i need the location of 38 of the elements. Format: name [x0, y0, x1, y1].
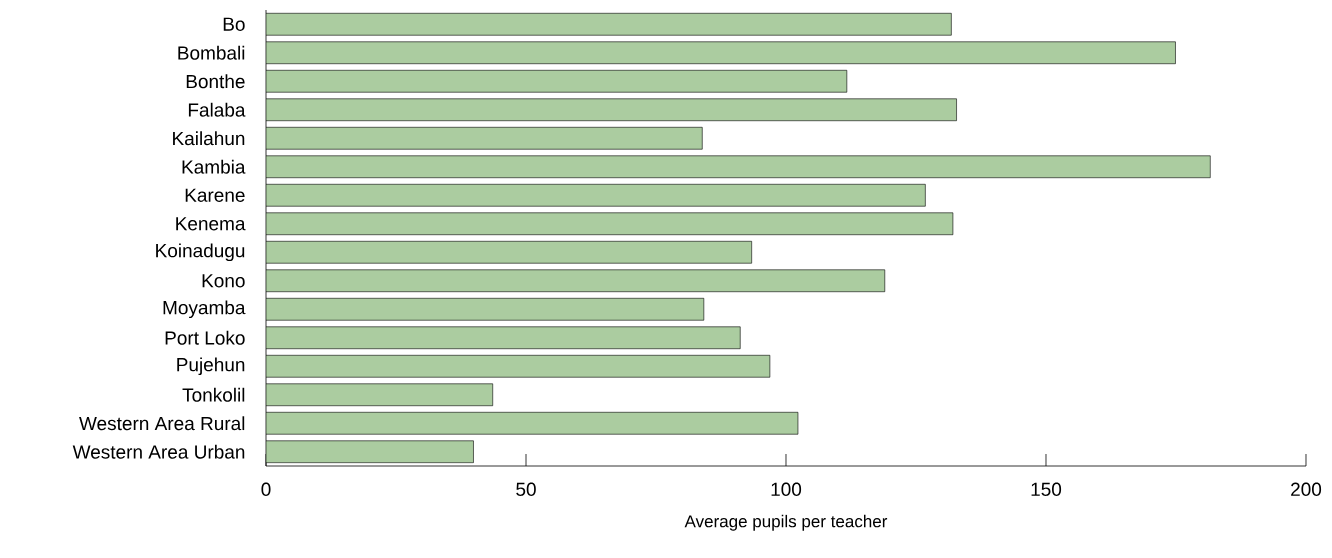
y-tick-label: Tonkolil [182, 387, 245, 402]
bar [266, 41, 1176, 65]
bar [266, 269, 886, 293]
bar [266, 212, 954, 236]
bar [266, 411, 799, 435]
x-axis-title: Average pupils per teacher [684, 514, 888, 531]
y-tick-label: Moyamba [163, 300, 246, 319]
bar [266, 297, 705, 321]
bar [266, 12, 952, 36]
bar [266, 240, 752, 264]
x-tick-label: 200 [1291, 482, 1322, 496]
y-tick-label: Kono [202, 274, 245, 288]
bar [266, 98, 957, 122]
y-tick-label: Pujehun [177, 357, 245, 376]
bar [266, 383, 494, 407]
bar [266, 440, 474, 464]
y-tick-label: Bombali [178, 45, 245, 60]
y-tick-label: Falaba [188, 102, 246, 117]
bar [266, 155, 1211, 179]
y-tick-label: Western Area Rural [79, 416, 245, 431]
y-tick-label: Western Area Urban [72, 444, 245, 459]
bar [266, 183, 926, 207]
x-tick-label: 100 [771, 482, 802, 496]
bar [266, 354, 771, 378]
x-tick-label: 0 [261, 482, 271, 496]
y-tick-label: Kailahun [173, 131, 245, 146]
y-tick-label: Karene [185, 188, 245, 202]
x-tick-label: 50 [516, 482, 536, 496]
bar [266, 126, 703, 150]
bar [266, 326, 741, 350]
y-tick-label: Port Loko [165, 330, 245, 345]
bar [266, 69, 848, 93]
y-tick-label: Bo [223, 17, 245, 31]
y-tick-label: Koinadugu [156, 243, 245, 262]
y-tick-label: Bonthe [186, 74, 245, 89]
x-tick-label: 150 [1031, 482, 1062, 496]
y-tick-label: Kenema [176, 217, 246, 231]
y-tick-label: Kambia [182, 159, 246, 174]
